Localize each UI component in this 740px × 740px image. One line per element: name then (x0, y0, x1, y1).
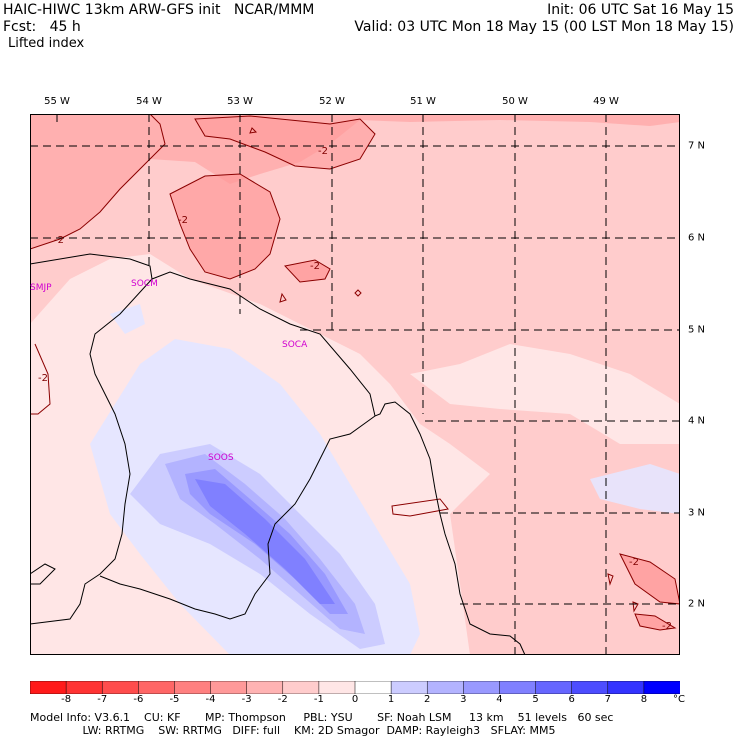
coastline (30, 253, 526, 655)
contour-label: -2 (318, 146, 328, 157)
color-scale-cell (30, 681, 67, 694)
valid-time: Valid: 03 UTC Mon 18 May 15 (00 LST Mon … (354, 19, 734, 35)
color-scale-tick: 4 (496, 694, 503, 705)
color-scale-cell (354, 681, 392, 694)
color-scale-tick: -4 (205, 694, 216, 705)
color-scale-tick: 3 (460, 694, 467, 705)
contour-label: -2 (54, 235, 64, 246)
station-label: SOOS (208, 453, 234, 463)
lat-label: 4 N (688, 415, 706, 427)
color-scale-cell (390, 681, 428, 694)
contour-label: -2 (310, 261, 320, 272)
lon-label: 52 W (319, 96, 345, 107)
color-scale-tick: -5 (169, 694, 180, 705)
contour-label: -2 (629, 557, 639, 568)
init-time: Init: 06 UTC Sat 16 May 15 (547, 2, 734, 18)
lat-label: 3 N (688, 507, 706, 519)
color-scale-tick: -1 (313, 694, 324, 705)
forecast-hour: Fcst: 45 h (3, 19, 81, 35)
model-title: HAIC-HIWC 13km ARW-GFS init NCAR/MMM (3, 2, 315, 18)
lat-label: 5 N (688, 324, 706, 336)
color-scale-tick: 0 (351, 694, 359, 705)
color-scale-tick: -7 (97, 694, 108, 705)
contour-neg2 (30, 114, 680, 631)
color-scale-tick: 1 (387, 694, 395, 705)
color-scale-cell (499, 681, 537, 694)
color-scale-tick: 6 (568, 694, 575, 705)
color-scale-cell (282, 681, 320, 694)
station-label: SOCA (282, 340, 308, 350)
color-scale-tick: -3 (241, 694, 252, 705)
shade-neg2 (170, 174, 280, 279)
shade-pos1 (110, 304, 145, 334)
shade-pos (590, 464, 680, 514)
color-scale-unit: °C (673, 694, 685, 705)
color-scale-cell (643, 681, 680, 694)
lon-label: 51 W (410, 96, 436, 107)
shade-zero (410, 344, 680, 444)
shade-neg2 (635, 614, 675, 630)
lat-label: 2 N (688, 598, 706, 610)
contour-label: -2 (662, 621, 672, 632)
color-scale-cell (535, 681, 573, 694)
color-scale-tick: 5 (532, 694, 539, 705)
lifted-index-map (30, 114, 680, 655)
lat-label: 7 N (688, 140, 706, 152)
station-label: SMJP (30, 283, 52, 293)
color-scale-cell (138, 681, 176, 694)
field-name: Lifted index (8, 36, 85, 51)
color-scale-cell (318, 681, 356, 694)
model-info-line1: Model Info: V3.6.1 CU: KF MP: Thompson P… (30, 711, 614, 724)
lon-label: 49 W (593, 96, 619, 107)
contour-label: -2 (38, 373, 48, 384)
color-scale-cell (426, 681, 465, 694)
color-scale-cell (571, 681, 609, 694)
map-frame (30, 114, 680, 655)
model-info-line2: LW: RRTMG SW: RRTMG DIFF: full KM: 2D Sm… (30, 724, 556, 737)
color-scale-cell (210, 681, 248, 694)
lat-label: 6 N (688, 232, 706, 244)
shade-pos5 (195, 479, 335, 604)
color-scale-cell (101, 681, 140, 694)
color-scale-bar (30, 681, 680, 694)
shade-neg2 (30, 114, 680, 249)
color-scale-tick: 2 (424, 694, 431, 705)
color-scale-tick: -8 (61, 694, 72, 705)
color-scale-cell (65, 681, 103, 694)
lat-lon-grid (30, 114, 680, 655)
contour-label: -2 (178, 215, 188, 226)
color-scale-cell (174, 681, 212, 694)
lon-label: 53 W (227, 96, 253, 107)
color-scale-cell (246, 681, 284, 694)
station-label: SOCM (131, 279, 158, 289)
color-scale-tick: 8 (640, 694, 648, 705)
shade-neg2 (285, 260, 330, 282)
lon-label: 55 W (44, 96, 70, 107)
color-scale-cell (607, 681, 645, 694)
color-scale-tick: 7 (604, 694, 611, 705)
lon-label: 50 W (502, 96, 528, 107)
color-scale-tick: -2 (277, 694, 288, 705)
color-scale-tick: -6 (133, 694, 144, 705)
color-scale-cell (463, 681, 501, 694)
lon-label: 54 W (136, 96, 162, 107)
shade-neg2 (620, 554, 680, 604)
